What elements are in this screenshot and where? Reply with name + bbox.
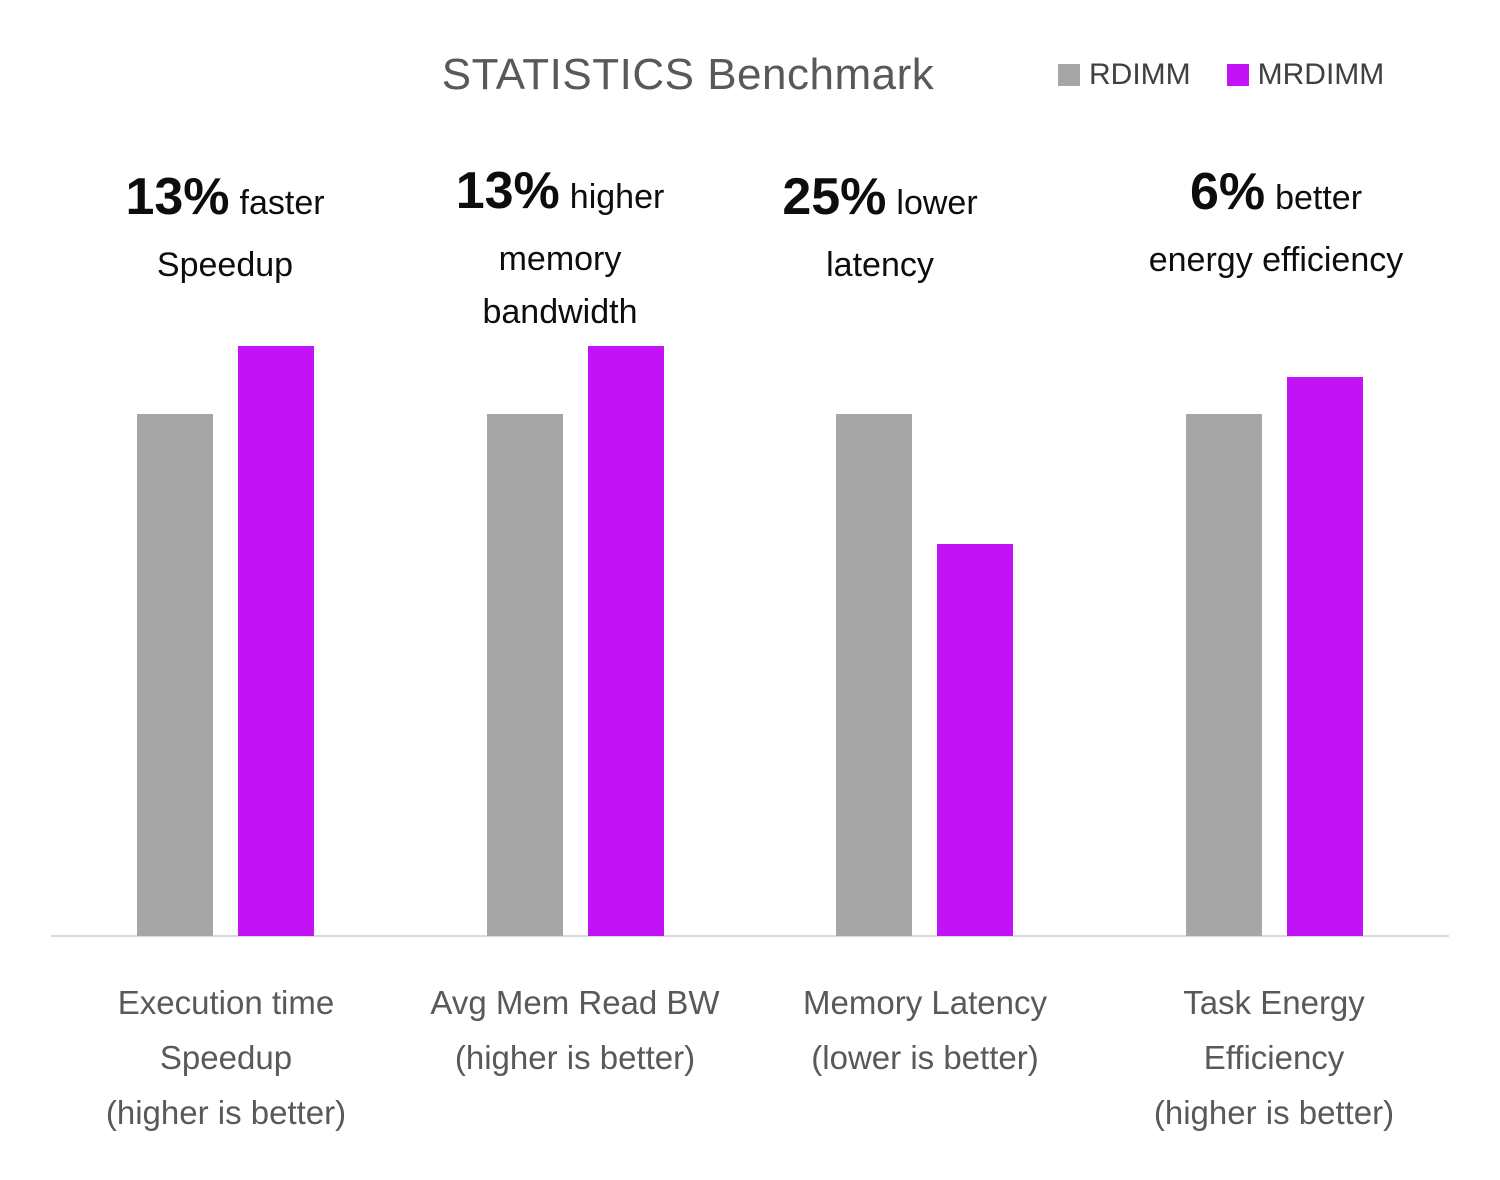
annotation-3: 25% lower latency [630, 168, 1130, 292]
category-label-line: Memory Latency [803, 984, 1047, 1021]
annotation-qualifier: lower [896, 184, 978, 222]
annotation-qualifier: higher [569, 178, 665, 216]
annotation-qualifier: better [1275, 179, 1363, 217]
category-label-2: Avg Mem Read BW (higher is better) [400, 975, 750, 1085]
bar-mrdimm-1 [238, 346, 314, 936]
annotation-headline: 6% better [1026, 163, 1500, 234]
category-label-line: Speedup [159, 1039, 293, 1076]
category-label-line: (higher is better) [454, 1039, 696, 1076]
legend-label: RDIMM [1089, 58, 1191, 91]
annotation-headline: 25% lower [630, 168, 1130, 239]
bar-mrdimm-2 [588, 346, 664, 936]
legend: RDIMM MRDIMM [1058, 58, 1384, 92]
annotation-percent: 25% [782, 168, 887, 226]
annotation-percent: 13% [125, 168, 230, 226]
category-label-line: Task Energy [1183, 984, 1365, 1021]
category-label-line: (lower is better) [811, 1039, 1039, 1076]
annotation-headline: 13% faster [0, 168, 475, 239]
x-axis-line [51, 935, 1449, 937]
legend-item-rdimm: RDIMM [1058, 58, 1191, 92]
category-label-line: (higher is better) [1153, 1094, 1395, 1131]
legend-swatch-icon [1226, 64, 1249, 86]
annotation-line: energy efficiency [1148, 241, 1404, 279]
category-label-3: Memory Latency (lower is better) [750, 975, 1100, 1085]
annotation-percent: 6% [1189, 163, 1266, 221]
annotation-percent: 13% [455, 162, 560, 220]
category-label-line: Execution time [117, 984, 335, 1021]
bar-rdimm-2 [487, 414, 563, 936]
bar-rdimm-3 [836, 414, 912, 936]
annotation-2: 13% higher memory bandwidth [310, 162, 810, 339]
annotation-line: bandwidth [482, 293, 638, 331]
category-label-1: Execution time Speedup (higher is better) [51, 975, 401, 1140]
legend-swatch-icon [1058, 64, 1080, 86]
annotation-line: latency [826, 246, 934, 284]
legend-label: MRDIMM [1257, 58, 1385, 91]
annotation-qualifier: faster [239, 184, 325, 222]
category-label-4: Task Energy Efficiency (higher is better) [1099, 975, 1449, 1140]
annotation-4: 6% better energy efficiency [1026, 163, 1500, 287]
annotation-headline: 13% higher [310, 162, 810, 233]
chart-title: STATISTICS Benchmark [441, 50, 935, 99]
bar-mrdimm-3 [937, 544, 1013, 936]
bar-mrdimm-4 [1287, 377, 1363, 936]
category-label-line: (higher is better) [105, 1094, 347, 1131]
annotation-1: 13% faster Speedup [0, 168, 475, 292]
annotation-line: memory [498, 240, 622, 278]
category-label-line: Efficiency [1203, 1039, 1345, 1076]
annotation-line: Speedup [156, 246, 294, 284]
legend-item-mrdimm: MRDIMM [1226, 58, 1385, 92]
bar-rdimm-1 [137, 414, 213, 936]
bar-rdimm-4 [1186, 414, 1262, 936]
category-label-line: Avg Mem Read BW [430, 984, 720, 1021]
